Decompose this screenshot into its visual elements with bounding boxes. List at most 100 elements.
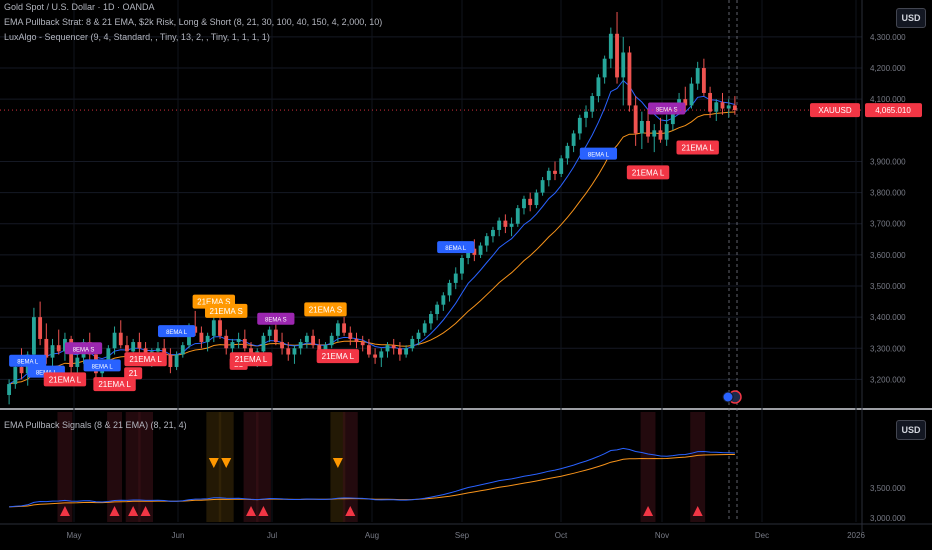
indicator-ema8-line <box>9 447 735 508</box>
signal-band <box>255 412 271 522</box>
indicator-legend[interactable]: EMA Pullback Signals (8 & 21 EMA) (8, 21… <box>4 420 187 430</box>
candle-body <box>304 335 309 343</box>
candle-body <box>633 105 638 134</box>
candle-body <box>366 345 371 355</box>
candle-body <box>484 236 489 246</box>
candle-body <box>273 329 278 343</box>
candle <box>261 332 266 355</box>
candle <box>298 338 303 355</box>
candle <box>137 332 142 355</box>
candle <box>553 161 557 181</box>
candle-body <box>664 124 669 140</box>
signal-tag-bg <box>124 352 167 367</box>
signal-tag-bg <box>157 325 196 338</box>
candle <box>701 58 706 97</box>
candle <box>584 105 588 128</box>
candle-body <box>708 92 713 112</box>
signal-tag-bg <box>626 165 670 180</box>
symbol-legend[interactable]: Gold Spot / U.S. Dollar · 1D · OANDA <box>4 2 155 12</box>
candle <box>497 217 502 237</box>
candle-body <box>348 332 353 339</box>
candle-body <box>522 198 526 209</box>
price-tick-label: 3,600.000 <box>870 251 906 260</box>
signal-band <box>107 412 123 522</box>
candle-body <box>565 145 570 159</box>
signal-tag-label: 8EMA S <box>73 347 95 353</box>
candle-body <box>695 68 700 84</box>
candle <box>391 338 396 355</box>
candle-body <box>249 348 253 355</box>
signal-tag-label: 21EMA S <box>309 305 342 314</box>
signal-band <box>57 412 73 522</box>
buy-triangle-icon <box>109 506 120 516</box>
signal-tag-bg <box>437 241 475 254</box>
candle <box>112 326 117 355</box>
signal-tag-bg <box>9 354 47 367</box>
currency-button-indicator[interactable]: USD <box>896 420 926 440</box>
candle-body <box>584 111 588 118</box>
candle <box>292 345 297 364</box>
sequencer-legend[interactable]: LuxAlgo - Sequencer (9, 4, Standard, , T… <box>4 32 270 42</box>
candle-body <box>7 384 12 395</box>
buy-triangle-icon <box>258 506 269 516</box>
candle <box>242 329 247 352</box>
candle-body <box>416 332 421 339</box>
candle-body <box>162 348 167 355</box>
strategy-legend[interactable]: EMA Pullback Strat: 8 & 21 EMA, $2k Risk… <box>4 17 383 27</box>
candle-body <box>292 348 297 355</box>
candle-body <box>379 351 384 358</box>
candle <box>534 189 539 209</box>
candle <box>416 329 421 346</box>
candle <box>366 338 371 358</box>
signal-tag-label: 8EMA L <box>445 246 467 252</box>
candle-body <box>639 120 644 134</box>
candle-body <box>472 248 477 255</box>
candle-body <box>714 102 719 112</box>
candle-body <box>534 192 539 206</box>
candle <box>267 326 272 343</box>
price-tag: 4,065.010 <box>875 106 911 115</box>
signal-band <box>125 412 141 522</box>
candle-body <box>329 335 334 346</box>
signal-tag-bg <box>93 377 136 392</box>
candle <box>683 86 688 112</box>
candle-body <box>670 108 675 125</box>
candle-body <box>342 323 347 333</box>
candle-body <box>335 323 340 336</box>
signal-tag-label: 21EMA L <box>322 352 355 361</box>
candle <box>621 36 626 106</box>
candle <box>453 267 458 290</box>
price-tag-bg <box>865 103 922 118</box>
candle-body <box>422 323 427 333</box>
price-tick-label: 4,200.000 <box>870 64 906 73</box>
candle <box>664 114 669 146</box>
price-tick-label: 3,200.000 <box>870 375 906 384</box>
signal-band <box>138 412 154 522</box>
candle-body <box>63 338 67 352</box>
signal-band <box>690 412 706 522</box>
signal-tag: 21 <box>124 367 143 380</box>
currency-button-main[interactable]: USD <box>896 8 926 28</box>
buy-triangle-icon <box>140 506 151 516</box>
time-tick-label: Oct <box>555 531 568 540</box>
signal-tag: 8EMA L <box>157 325 196 338</box>
candle <box>708 86 713 118</box>
candle-body <box>137 342 142 349</box>
signal-tag-label: 21EMA S <box>197 298 230 307</box>
candle <box>565 142 570 165</box>
candle <box>491 226 495 243</box>
time-tick-label: 2026 <box>847 531 865 540</box>
candle-body <box>397 348 402 355</box>
candle-body <box>174 354 179 367</box>
ema8-line <box>8 79 736 385</box>
buy-triangle-icon <box>246 506 257 516</box>
candle-body <box>491 229 495 237</box>
signal-tag-bg <box>205 303 248 318</box>
candle <box>528 192 533 212</box>
buy-triangle-icon <box>128 506 139 516</box>
candle <box>56 329 61 355</box>
signal-tag: 21EMA L <box>626 165 670 180</box>
candle-body <box>199 332 204 343</box>
indicator-tick-label: 3,500.000 <box>870 484 906 493</box>
